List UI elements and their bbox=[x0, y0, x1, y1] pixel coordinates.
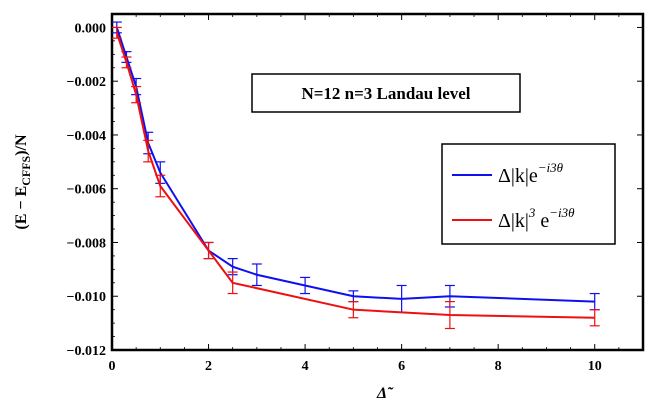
legend-label-blue-sup: −i3θ bbox=[538, 160, 564, 175]
y-tick-label: −0.008 bbox=[67, 236, 106, 251]
x-axis-label: Δ̃ bbox=[376, 385, 394, 402]
x-tick-label: 10 bbox=[588, 359, 602, 374]
annotation-box: N=12 n=3 Landau level bbox=[252, 74, 520, 112]
legend: Δ|k|e−i3θ Δ|k|3 e−i3θ bbox=[442, 144, 615, 244]
y-tick-label: 0.000 bbox=[75, 21, 107, 36]
legend-label-red-main: Δ|k| bbox=[498, 210, 529, 232]
x-tick-label: 6 bbox=[398, 359, 405, 374]
annotation-text: N=12 n=3 Landau level bbox=[301, 84, 470, 103]
x-tick-label: 8 bbox=[495, 359, 502, 374]
y-axis-label-subscript: CFFS bbox=[19, 155, 33, 185]
y-tick-label: −0.004 bbox=[67, 129, 106, 144]
y-tick-label: −0.010 bbox=[67, 290, 106, 305]
y-axis-label-suffix: )/N bbox=[13, 134, 30, 156]
x-tick-label: 2 bbox=[205, 359, 212, 374]
y-tick-label: −0.006 bbox=[67, 183, 106, 198]
legend-label-blue-main: Δ|k|e bbox=[498, 165, 538, 187]
legend-label-red-sup: −i3θ bbox=[549, 205, 575, 220]
y-tick-label: −0.002 bbox=[67, 75, 106, 90]
legend-label-red-e: e bbox=[535, 210, 549, 232]
y-axis-label: (E − ECFFS)/N bbox=[13, 134, 33, 230]
x-tick-label: 0 bbox=[109, 359, 116, 374]
y-axis-label-prefix: (E − E bbox=[13, 186, 30, 230]
y-tick-label: −0.012 bbox=[67, 344, 106, 359]
x-tick-label: 4 bbox=[302, 359, 309, 374]
